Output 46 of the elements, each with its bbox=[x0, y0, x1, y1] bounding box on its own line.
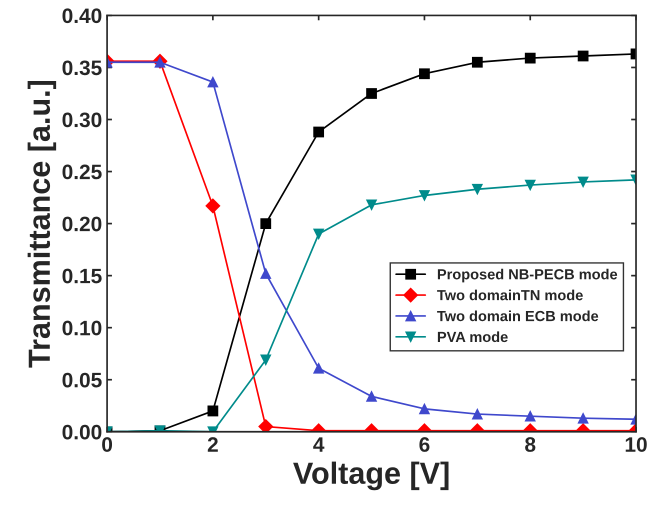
y-tick-label: 0.30 bbox=[62, 112, 102, 128]
legend-label: Two domainTN mode bbox=[437, 290, 583, 300]
x-tick-label: 10 bbox=[626, 437, 647, 452]
y-tick-label: 0.15 bbox=[62, 268, 102, 284]
point bbox=[472, 56, 483, 68]
point bbox=[260, 268, 272, 279]
y-axis-title: Transmittance [a.u.] bbox=[28, 80, 56, 368]
point bbox=[578, 176, 589, 188]
y-tick-label: 0.35 bbox=[62, 60, 102, 76]
legend-label: Proposed NB-PECB mode bbox=[438, 268, 618, 282]
x-axis-title: Voltage [V] bbox=[293, 462, 449, 490]
point bbox=[472, 408, 483, 420]
point bbox=[260, 218, 272, 229]
point bbox=[578, 50, 589, 62]
y-tick-label: 0.05 bbox=[62, 372, 102, 388]
point bbox=[524, 180, 536, 190]
point bbox=[524, 52, 536, 64]
legend-label: PVA mode bbox=[438, 331, 508, 342]
x-tick-label: 6 bbox=[419, 437, 430, 452]
point bbox=[366, 199, 377, 210]
point bbox=[313, 126, 324, 138]
x-tick-label: 2 bbox=[208, 437, 218, 452]
point bbox=[313, 228, 324, 240]
y-tick-label: 0.25 bbox=[62, 164, 102, 180]
x-tick-label: 8 bbox=[525, 437, 536, 452]
point bbox=[207, 76, 218, 88]
point bbox=[260, 354, 272, 366]
point bbox=[313, 362, 324, 374]
x-tick-label: 0 bbox=[102, 437, 112, 452]
y-tick-label: 0.40 bbox=[62, 8, 102, 24]
point bbox=[578, 412, 589, 424]
x-tick-label: 4 bbox=[313, 437, 324, 452]
point bbox=[207, 406, 218, 416]
point bbox=[205, 198, 220, 214]
y-tick-label: 0.00 bbox=[62, 424, 102, 440]
point bbox=[419, 190, 430, 201]
y-tick-label: 0.10 bbox=[62, 320, 102, 336]
point bbox=[419, 403, 430, 414]
legend-label: Two domain ECB mode bbox=[437, 310, 598, 322]
point bbox=[258, 419, 274, 432]
point bbox=[472, 184, 483, 195]
y-tick-label: 0.20 bbox=[62, 216, 102, 232]
point bbox=[366, 390, 377, 402]
point bbox=[419, 68, 430, 80]
point bbox=[524, 410, 536, 422]
point bbox=[366, 88, 377, 99]
